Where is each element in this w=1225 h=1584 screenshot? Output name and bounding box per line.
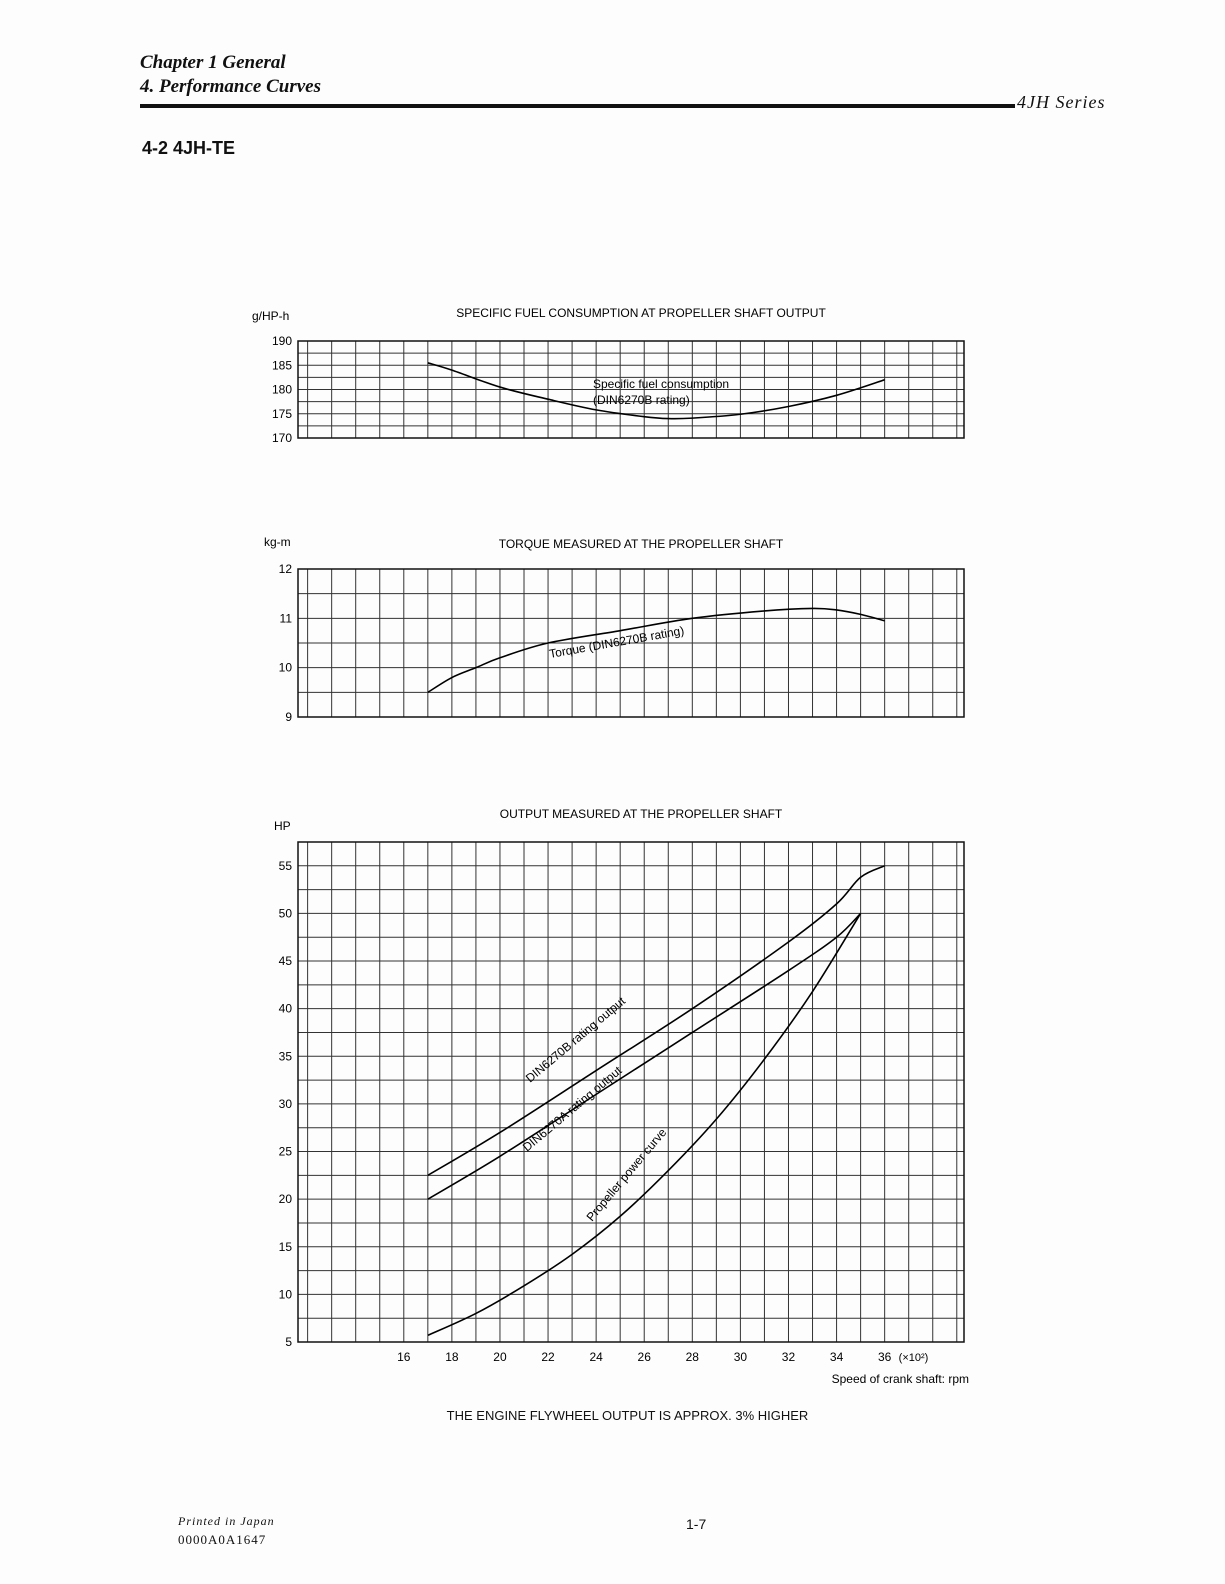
y-tick-label: 35 — [279, 1049, 293, 1063]
flywheel-note: THE ENGINE FLYWHEEL OUTPUT IS APPROX. 3%… — [446, 1408, 809, 1423]
x-tick-label: 18 — [445, 1350, 459, 1364]
y-tick-label: 10 — [279, 1287, 293, 1301]
chapter-heading: Chapter 1 General — [140, 52, 286, 73]
x-tick-label: 36 — [878, 1350, 892, 1364]
y-tick-label: 12 — [279, 562, 293, 576]
y-axis-label: kg-m — [264, 535, 291, 549]
y-tick-label: 180 — [272, 383, 292, 397]
y-tick-label: 20 — [279, 1192, 293, 1206]
y-tick-label: 9 — [285, 710, 292, 724]
plot-frame — [297, 340, 965, 439]
x-tick-unit: (×10²) — [899, 1352, 929, 1364]
series-line — [427, 607, 885, 694]
series-heading: 4JH Series — [1017, 92, 1106, 112]
series-label: Specific fuel consumption — [593, 377, 729, 391]
plot-frame — [297, 841, 965, 1343]
x-axis-label: Speed of crank shaft: rpm — [832, 1372, 969, 1386]
x-tick-label: 26 — [638, 1350, 652, 1364]
y-tick-label: 11 — [280, 611, 293, 625]
series-line — [427, 865, 885, 1177]
x-tick-label: 20 — [493, 1350, 507, 1364]
y-tick-label: 40 — [279, 1002, 293, 1016]
y-tick-label: 50 — [279, 906, 293, 920]
chart-title: TORQUE MEASURED AT THE PROPELLER SHAFT — [499, 537, 784, 551]
series-line — [427, 912, 862, 1200]
y-tick-label: 185 — [272, 358, 292, 372]
y-tick-label: 10 — [279, 661, 293, 675]
x-tick-label: 34 — [830, 1350, 844, 1364]
y-axis-label: g/HP-h — [252, 309, 289, 323]
printed-label: Printed in Japan — [178, 1514, 275, 1528]
section-heading: 4. Performance Curves — [140, 76, 322, 97]
header-rule — [140, 104, 1015, 108]
y-tick-label: 30 — [279, 1097, 293, 1111]
x-tick-label: 16 — [397, 1350, 411, 1364]
x-tick-label: 28 — [686, 1350, 700, 1364]
y-tick-label: 55 — [279, 859, 293, 873]
series-line — [427, 362, 885, 420]
chart-title: SPECIFIC FUEL CONSUMPTION AT PROPELLER S… — [456, 306, 826, 320]
y-axis-label: HP — [274, 819, 291, 833]
y-tick-label: 170 — [272, 431, 292, 445]
chart-title: OUTPUT MEASURED AT THE PROPELLER SHAFT — [500, 807, 783, 821]
page-number: 1-7 — [686, 1516, 707, 1532]
x-tick-label: 30 — [734, 1350, 748, 1364]
series-label: Torque (DIN6270B rating) — [548, 623, 685, 661]
y-tick-label: 5 — [285, 1335, 292, 1349]
series-line — [427, 913, 862, 1337]
x-tick-label: 24 — [589, 1350, 603, 1364]
y-tick-label: 15 — [279, 1240, 293, 1254]
model-title: 4-2 4JH-TE — [142, 138, 236, 158]
x-tick-label: 22 — [541, 1350, 555, 1364]
x-tick-label: 32 — [782, 1350, 796, 1364]
series-label: (DIN6270B rating) — [593, 393, 690, 407]
plot-frame — [297, 568, 965, 718]
document-code: 0000A0A1647 — [178, 1532, 267, 1547]
y-tick-label: 25 — [279, 1145, 293, 1159]
y-tick-label: 175 — [272, 407, 292, 421]
y-tick-label: 190 — [272, 334, 292, 348]
y-tick-label: 45 — [279, 954, 293, 968]
